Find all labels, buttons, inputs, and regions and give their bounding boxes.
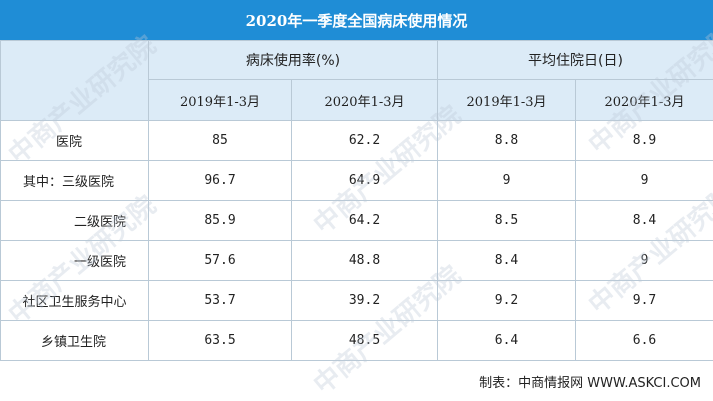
table-cell: 9 [575, 160, 713, 201]
table-row: 二级医院 85.9 64.2 8.5 8.4 [0, 200, 713, 241]
table-cell: 9.2 [437, 280, 577, 321]
table-cell: 96.7 [148, 160, 292, 201]
table-cell: 6.4 [437, 320, 577, 361]
table-cell: 48.8 [290, 240, 439, 281]
table-cell: 53.7 [148, 280, 292, 321]
header-bed-usage-rate: 病床使用率(%) [147, 40, 439, 80]
source-note: 制表：中商情报网 WWW.ASKCI.COM [479, 376, 701, 391]
table-cell: 9.7 [575, 280, 713, 321]
header-corner [0, 40, 149, 121]
table-cell: 85 [148, 120, 292, 161]
table-row: 乡镇卫生院 63.5 48.5 6.4 6.6 [0, 320, 713, 361]
table-cell: 57.6 [148, 240, 292, 281]
table-cell: 62.2 [290, 120, 439, 161]
row-label: 社区卫生服务中心 [0, 280, 149, 321]
table-title: 2020年一季度全国病床使用情况 [0, 0, 713, 40]
table-cell: 9 [437, 160, 577, 201]
header-period: 2019年1-3月 [437, 79, 577, 121]
row-label: 二级医院 [0, 200, 149, 241]
table-cell: 8.9 [575, 120, 713, 161]
table-cell: 48.5 [290, 320, 439, 361]
table-cell: 63.5 [148, 320, 292, 361]
table-cell: 6.6 [575, 320, 713, 361]
table-cell: 85.9 [148, 200, 292, 241]
table-cell: 39.2 [290, 280, 439, 321]
table-row: 医院 85 62.2 8.8 8.9 [0, 120, 713, 161]
table-cell: 64.9 [290, 160, 439, 201]
header-period: 2020年1-3月 [290, 79, 439, 121]
table-cell: 8.8 [437, 120, 577, 161]
row-label: 医院 [0, 120, 149, 161]
header-period: 2020年1-3月 [575, 79, 713, 121]
bed-usage-table: 病床使用率(%) 平均住院日(日) 2019年1-3月 2020年1-3月 20… [0, 40, 713, 361]
row-label: 其中：三级医院 [0, 160, 149, 201]
row-label: 一级医院 [0, 240, 149, 281]
table-cell: 9 [575, 240, 713, 281]
header-period: 2019年1-3月 [148, 79, 292, 121]
table-cell: 8.4 [437, 240, 577, 281]
table-cell: 8.4 [575, 200, 713, 241]
table-row: 一级医院 57.6 48.8 8.4 9 [0, 240, 713, 281]
table-cell: 64.2 [290, 200, 439, 241]
row-label: 乡镇卫生院 [0, 320, 149, 361]
table-cell: 8.5 [437, 200, 577, 241]
table-row: 其中：三级医院 96.7 64.9 9 9 [0, 160, 713, 201]
table-row: 社区卫生服务中心 53.7 39.2 9.2 9.7 [0, 280, 713, 321]
header-average-stay: 平均住院日(日) [437, 40, 713, 80]
